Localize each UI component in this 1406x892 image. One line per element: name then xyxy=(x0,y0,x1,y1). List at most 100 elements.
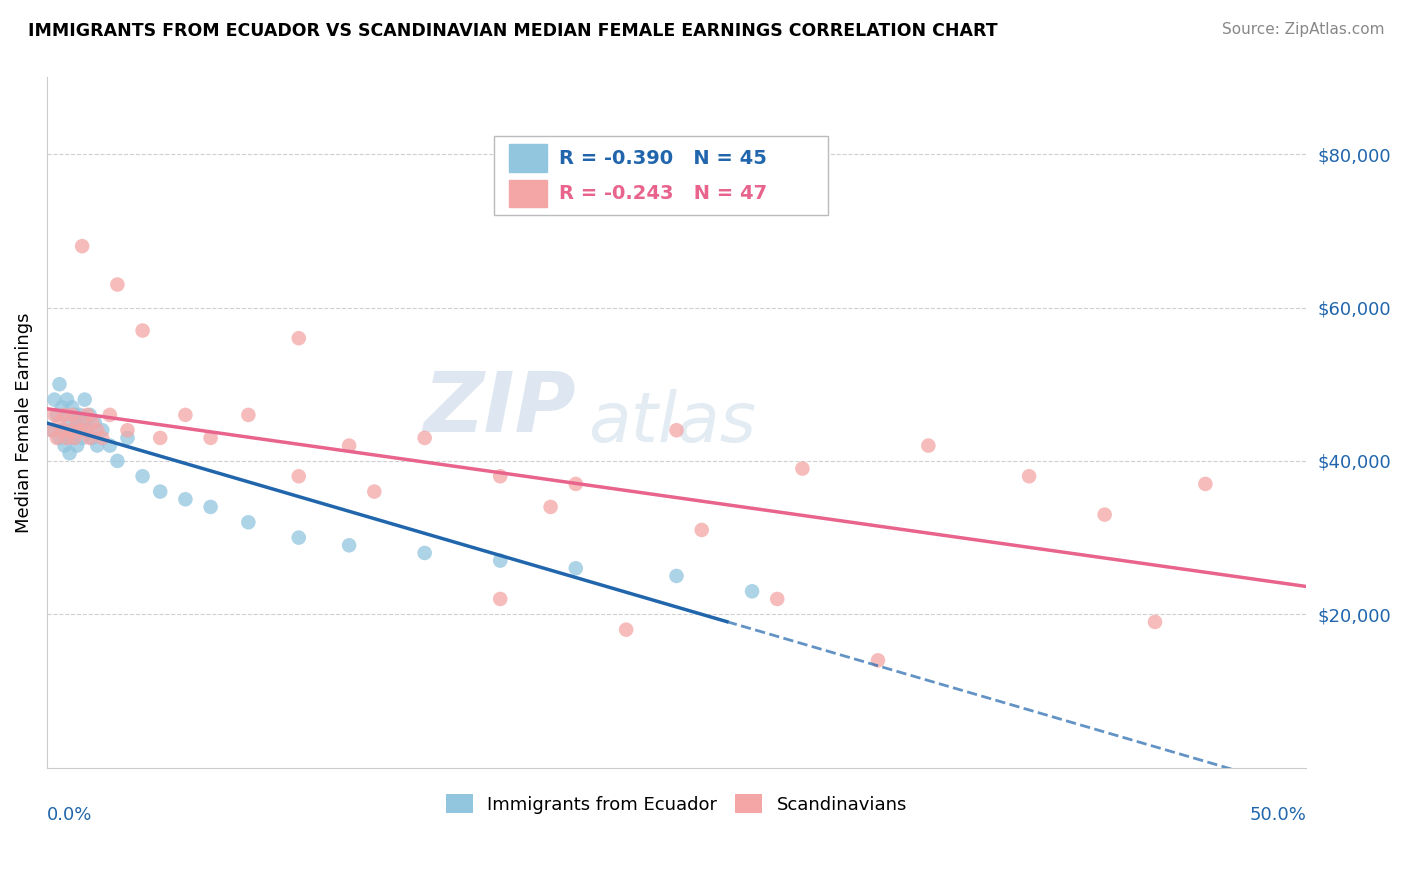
Point xyxy=(540,500,562,514)
Point xyxy=(51,423,73,437)
Point xyxy=(58,446,80,460)
Point xyxy=(51,401,73,415)
Point xyxy=(149,484,172,499)
Point xyxy=(200,500,222,514)
Legend: Immigrants from Ecuador, Scandinavians: Immigrants from Ecuador, Scandinavians xyxy=(439,787,914,821)
FancyBboxPatch shape xyxy=(494,136,828,216)
Point xyxy=(53,408,76,422)
Point xyxy=(60,401,83,415)
Point xyxy=(79,408,101,422)
Point xyxy=(665,423,688,437)
Point xyxy=(287,331,309,345)
Point xyxy=(86,423,108,437)
Text: ZIP: ZIP xyxy=(423,368,576,450)
Point xyxy=(53,439,76,453)
Point xyxy=(91,431,114,445)
Point xyxy=(565,477,588,491)
Point xyxy=(48,431,70,445)
Point xyxy=(46,408,69,422)
Point xyxy=(117,431,139,445)
Point xyxy=(69,423,91,437)
Point xyxy=(69,408,91,422)
Point xyxy=(60,408,83,422)
Point xyxy=(917,439,939,453)
Point xyxy=(98,439,121,453)
Point xyxy=(76,408,98,422)
Point xyxy=(665,569,688,583)
Point xyxy=(287,469,309,483)
Bar xyxy=(509,179,547,207)
Point xyxy=(63,408,86,422)
Point xyxy=(413,546,436,560)
Point xyxy=(337,538,360,552)
Point xyxy=(82,431,104,445)
Point xyxy=(73,416,96,430)
Point xyxy=(614,623,637,637)
Point xyxy=(117,423,139,437)
Point xyxy=(56,392,79,407)
Point xyxy=(174,408,197,422)
Point xyxy=(70,239,93,253)
Point xyxy=(363,484,385,499)
Point xyxy=(58,423,80,437)
Point xyxy=(107,454,129,468)
Point xyxy=(58,416,80,430)
Point xyxy=(56,431,79,445)
Point xyxy=(413,431,436,445)
Text: 0.0%: 0.0% xyxy=(46,805,93,823)
Point xyxy=(1094,508,1116,522)
Point xyxy=(41,423,63,437)
Point xyxy=(741,584,763,599)
Point xyxy=(73,392,96,407)
Point xyxy=(792,461,814,475)
Point xyxy=(66,416,89,430)
Bar xyxy=(509,145,547,172)
Point xyxy=(238,408,260,422)
Point xyxy=(489,591,512,606)
Point xyxy=(337,439,360,453)
Point xyxy=(70,431,93,445)
Point xyxy=(766,591,789,606)
Point xyxy=(83,416,105,430)
Text: R = -0.390   N = 45: R = -0.390 N = 45 xyxy=(560,149,768,168)
Point xyxy=(1018,469,1040,483)
Point xyxy=(287,531,309,545)
Point xyxy=(1194,477,1216,491)
Point xyxy=(1143,615,1166,629)
Point xyxy=(73,423,96,437)
Point xyxy=(86,439,108,453)
Point xyxy=(60,423,83,437)
Point xyxy=(76,423,98,437)
Point xyxy=(131,469,153,483)
Point xyxy=(48,377,70,392)
Text: atlas: atlas xyxy=(588,389,756,456)
Point xyxy=(489,554,512,568)
Point xyxy=(200,431,222,445)
Point xyxy=(98,408,121,422)
Point xyxy=(46,431,69,445)
Point xyxy=(79,431,101,445)
Point xyxy=(69,423,91,437)
Text: Source: ZipAtlas.com: Source: ZipAtlas.com xyxy=(1222,22,1385,37)
Point xyxy=(63,431,86,445)
Point xyxy=(149,431,172,445)
Text: IMMIGRANTS FROM ECUADOR VS SCANDINAVIAN MEDIAN FEMALE EARNINGS CORRELATION CHART: IMMIGRANTS FROM ECUADOR VS SCANDINAVIAN … xyxy=(28,22,998,40)
Point xyxy=(690,523,713,537)
Y-axis label: Median Female Earnings: Median Female Earnings xyxy=(15,312,32,533)
Point xyxy=(866,653,889,667)
Point xyxy=(489,469,512,483)
Point xyxy=(48,416,70,430)
Point xyxy=(238,516,260,530)
Point xyxy=(82,416,104,430)
Point xyxy=(565,561,588,575)
Text: 50.0%: 50.0% xyxy=(1250,805,1306,823)
Point xyxy=(174,492,197,507)
Point xyxy=(56,431,79,445)
Point xyxy=(91,423,114,437)
Point xyxy=(131,324,153,338)
Text: R = -0.243   N = 47: R = -0.243 N = 47 xyxy=(560,184,768,202)
Point xyxy=(44,408,66,422)
Point xyxy=(66,416,89,430)
Point xyxy=(44,392,66,407)
Point xyxy=(66,439,89,453)
